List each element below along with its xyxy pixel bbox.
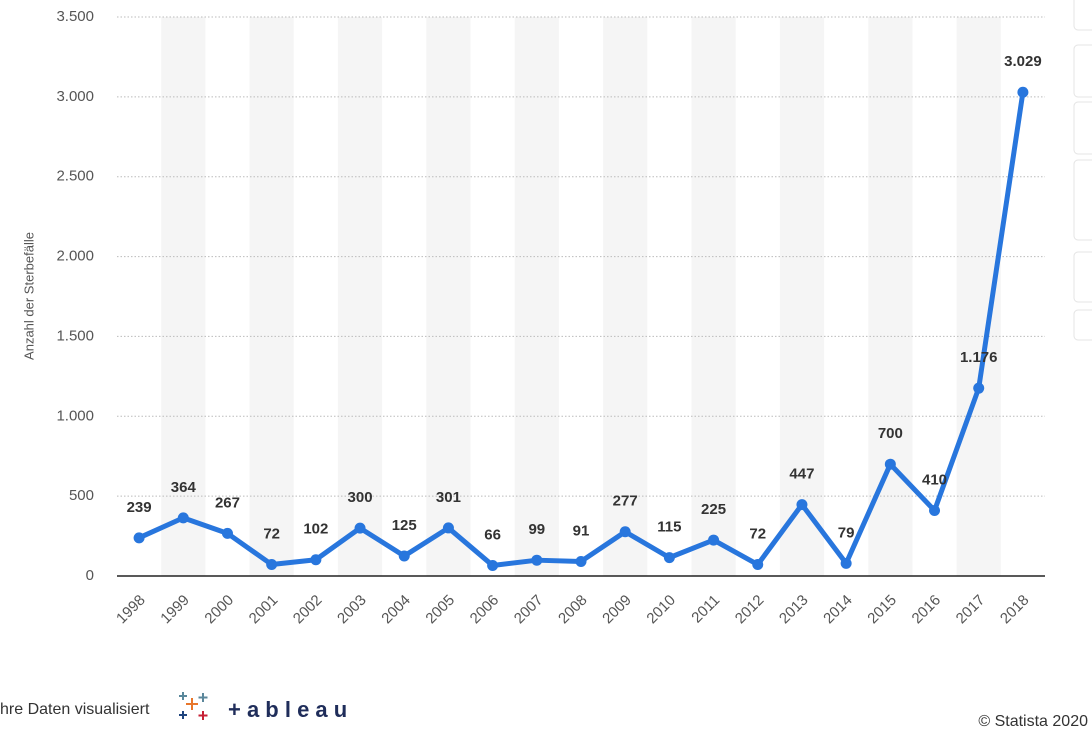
- x-tick-label: 2017: [953, 592, 989, 628]
- data-label: 125: [392, 517, 417, 534]
- band: [426, 17, 471, 576]
- data-label: 410: [922, 471, 947, 488]
- y-tick-label: 3.500: [56, 8, 94, 25]
- y-tick-label: 1.000: [56, 407, 94, 424]
- point: [840, 557, 852, 569]
- x-tick-label: 1999: [157, 592, 193, 628]
- button[interactable]: [1073, 44, 1092, 98]
- data-label: 72: [749, 525, 766, 542]
- y-tick-label: 2.500: [56, 168, 94, 185]
- data-label: 364: [171, 479, 197, 496]
- icon-part: [179, 692, 187, 700]
- data-label: 115: [657, 519, 681, 536]
- icon-part: [198, 711, 208, 720]
- point: [177, 512, 189, 524]
- point: [310, 554, 322, 566]
- data-label: 300: [348, 489, 373, 506]
- x-tick-label: 2001: [246, 592, 282, 628]
- data-label: 99: [528, 521, 545, 538]
- x-tick-label: 2012: [732, 592, 768, 628]
- y-tick-label: 0: [86, 567, 94, 584]
- side-buttons: [1073, 0, 1092, 341]
- x-tick-label: 2008: [555, 592, 591, 628]
- data-label: 79: [838, 524, 855, 541]
- x-tick-label: 2004: [378, 592, 414, 628]
- data-label: 239: [127, 499, 152, 516]
- band: [161, 17, 206, 576]
- data-label: 66: [484, 526, 501, 543]
- point: [796, 499, 808, 511]
- x-tick-label: 2002: [290, 592, 326, 628]
- footer-text: hre Daten visualisiert: [0, 701, 150, 718]
- icon-part: [198, 693, 208, 702]
- data-label: 301: [436, 489, 461, 506]
- point: [487, 559, 499, 571]
- data-label: 91: [573, 522, 590, 539]
- x-tick-label: 2016: [909, 592, 945, 628]
- icon-part: [179, 711, 187, 719]
- data-label: 700: [878, 425, 903, 442]
- button[interactable]: [1073, 101, 1092, 155]
- tableau-icon: [179, 692, 208, 720]
- point: [133, 532, 145, 544]
- point: [266, 559, 278, 571]
- point: [354, 522, 366, 534]
- x-tick-label: 2013: [776, 592, 812, 628]
- point: [619, 526, 631, 538]
- y-tick-label: 1.500: [56, 327, 94, 344]
- button[interactable]: [1073, 309, 1092, 341]
- data-label: 1.176: [960, 349, 998, 366]
- y-tick-label: 500: [69, 487, 94, 504]
- point: [663, 552, 675, 564]
- point: [884, 458, 896, 470]
- band: [603, 17, 648, 576]
- point: [752, 559, 764, 571]
- band: [514, 17, 559, 576]
- copyright: © Statista 2020: [978, 713, 1088, 730]
- icon-part: [186, 698, 198, 710]
- band: [337, 17, 383, 576]
- button[interactable]: [1073, 251, 1092, 303]
- button[interactable]: [1073, 159, 1092, 241]
- x-tick-label: 2000: [201, 592, 237, 628]
- band: [868, 17, 913, 576]
- data-label: 3.029: [1004, 53, 1042, 70]
- x-tick-label: 2015: [864, 592, 900, 628]
- band: [691, 17, 736, 576]
- data-label: 102: [303, 521, 328, 538]
- x-tick-label: 2009: [599, 592, 635, 628]
- point: [973, 382, 985, 394]
- x-tick-label: 2005: [422, 592, 458, 628]
- data-label: 72: [263, 525, 280, 542]
- point: [575, 555, 587, 567]
- point: [221, 527, 233, 539]
- point: [531, 554, 543, 566]
- x-tick-label: 2011: [688, 592, 723, 627]
- point: [442, 522, 454, 534]
- x-tick-label: 2007: [511, 592, 547, 628]
- point: [708, 534, 720, 546]
- x-tick-label: 1998: [113, 592, 149, 628]
- data-label: 267: [215, 494, 240, 511]
- point: [1017, 86, 1029, 98]
- point: [929, 505, 941, 517]
- data-label: 277: [613, 493, 638, 510]
- x-tick-label: 2014: [820, 592, 856, 628]
- button[interactable]: [1073, 0, 1092, 31]
- point: [398, 550, 410, 562]
- data-label: 225: [701, 501, 726, 518]
- x-tick-label: 2003: [334, 592, 370, 628]
- y-tick-label: 3.000: [56, 88, 94, 105]
- y-axis-label: Anzahl der Sterbefälle: [21, 232, 36, 360]
- data-label: 447: [789, 466, 814, 483]
- y-tick-label: 2.000: [56, 248, 94, 265]
- band: [779, 17, 825, 576]
- x-tick-label: 2018: [997, 592, 1033, 628]
- band: [249, 17, 294, 576]
- tableau-logo: + a b l e a u: [228, 697, 347, 722]
- x-tick-label: 2010: [643, 592, 679, 628]
- x-tick-label: 2006: [467, 592, 503, 628]
